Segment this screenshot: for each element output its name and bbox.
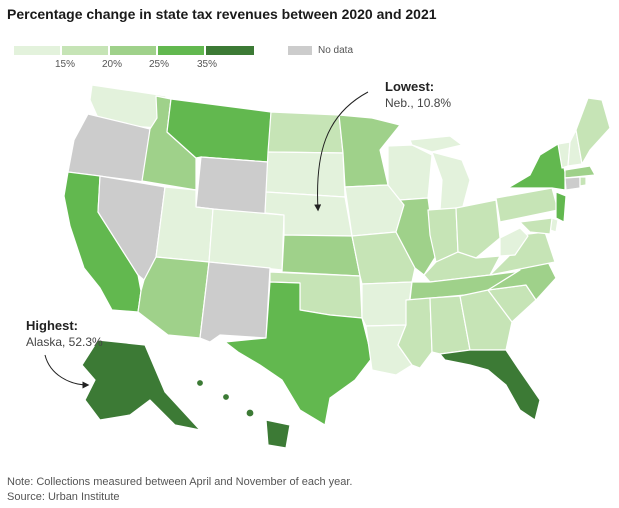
state-kansas	[281, 234, 361, 277]
legend-swatch-3	[110, 46, 156, 55]
state-maine	[575, 97, 611, 165]
state-new-jersey	[555, 191, 567, 223]
lowest-annotation-title: Lowest:	[385, 79, 434, 94]
legend-no-data-label: No data	[318, 45, 354, 56]
state-texas	[224, 281, 373, 426]
state-virginia	[489, 231, 556, 276]
state-michigan	[431, 151, 471, 211]
state-ohio	[455, 199, 501, 259]
state-west-virginia	[499, 227, 529, 257]
state-rhode-island	[579, 176, 587, 187]
state-north-dakota	[267, 111, 344, 154]
state-new-mexico	[199, 261, 271, 343]
legend-tick-20: 20%	[101, 59, 123, 70]
legend-swatch-1	[14, 46, 60, 55]
legend-swatch-5	[206, 46, 254, 55]
lowest-annotation-detail: Neb., 10.8%	[385, 96, 451, 110]
color-legend: 15% 20% 25% 35% No data	[14, 45, 374, 70]
state-hawaii-maui	[245, 408, 255, 418]
state-wyoming	[195, 156, 269, 216]
state-illinois	[395, 197, 437, 276]
state-maryland	[519, 217, 553, 235]
state-alaska	[81, 339, 201, 431]
state-minnesota	[338, 114, 401, 188]
legend-tick-15: 15%	[54, 59, 76, 70]
state-south-dakota	[265, 151, 346, 198]
legend-tick-35: 35%	[196, 59, 218, 70]
state-new-york	[507, 143, 566, 191]
state-arkansas	[361, 281, 413, 327]
legend-swatch-2	[62, 46, 108, 55]
legend-no-data-swatch	[288, 46, 312, 55]
state-hawaii-kauai	[195, 378, 205, 388]
state-florida	[439, 349, 541, 421]
highest-arrow	[44, 354, 90, 389]
highest-annotation-detail: Alaska, 52.3%	[26, 335, 103, 349]
state-wisconsin	[387, 144, 433, 201]
state-north-carolina	[487, 261, 557, 301]
legend-tick-25: 25%	[148, 59, 170, 70]
state-hawaii-oahu	[221, 392, 231, 402]
state-michigan-up	[409, 135, 463, 153]
state-massachusetts	[564, 165, 596, 179]
footnote: Note: Collections measured between April…	[7, 476, 353, 488]
legend-swatch-4	[158, 46, 204, 55]
lowest-arrow	[314, 91, 369, 212]
state-hawaii	[265, 419, 291, 449]
state-pennsylvania	[495, 187, 559, 223]
state-colorado	[208, 208, 285, 271]
map-title: Percentage change in state tax revenues …	[7, 6, 437, 22]
state-connecticut	[564, 176, 581, 191]
source-line: Source: Urban Institute	[7, 491, 120, 503]
highest-annotation-title: Highest:	[26, 318, 78, 333]
